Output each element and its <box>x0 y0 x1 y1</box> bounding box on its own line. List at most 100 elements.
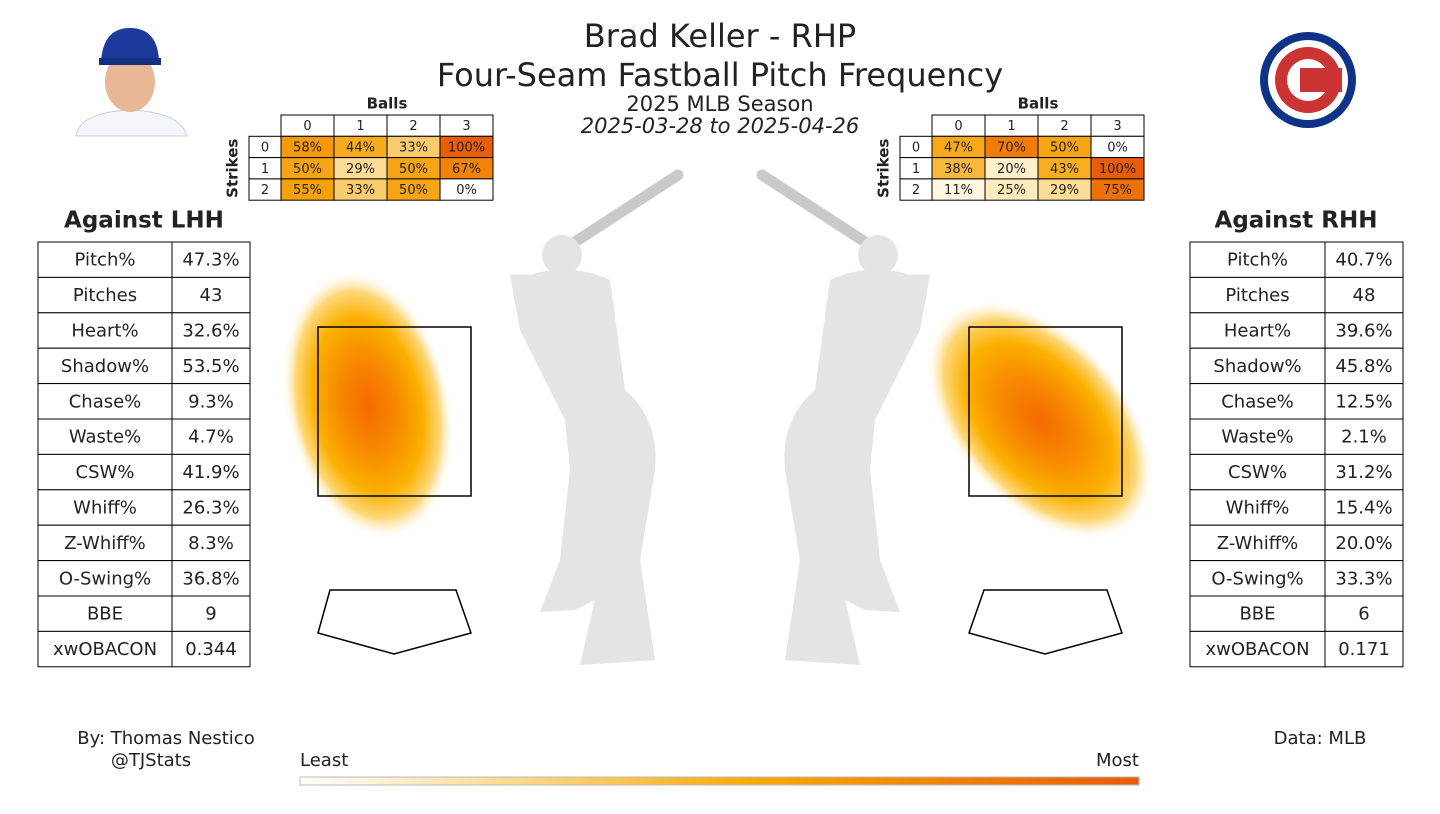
stat-cell <box>171 630 251 668</box>
stat-cell <box>1189 524 1326 562</box>
stat-value: 33.3% <box>1335 568 1392 589</box>
stat-value: 0.171 <box>1338 639 1390 660</box>
ball-count: 1 <box>1007 119 1015 134</box>
count-cell <box>439 178 494 201</box>
count-value: 0% <box>1107 140 1128 155</box>
stat-name: xwOBACON <box>1205 639 1309 660</box>
stat-cell <box>1324 276 1404 314</box>
strikes-label: Strikes <box>875 139 893 198</box>
stat-cell <box>1324 347 1404 385</box>
stat-cell <box>171 489 251 526</box>
stat-cell <box>37 630 173 668</box>
handle: @TJStats <box>111 750 191 771</box>
stat-value: 12.5% <box>1335 391 1392 412</box>
strike-count: 1 <box>261 162 269 177</box>
stat-value: 43 <box>200 285 223 306</box>
stat-value: 26.3% <box>182 498 239 519</box>
stat-cell <box>1189 241 1326 278</box>
stat-name: Waste% <box>1221 427 1293 448</box>
stat-name: Heart% <box>1224 321 1291 342</box>
headshot: ​ <box>75 28 188 137</box>
stat-value: 0.344 <box>185 639 237 660</box>
strike-count: 2 <box>261 183 269 198</box>
stat-cell <box>1324 453 1404 491</box>
stat-cell <box>1189 383 1326 420</box>
stat-name: Z-Whiff% <box>64 533 146 554</box>
stat-cell <box>1324 595 1404 632</box>
table-title: Against RHH <box>1215 208 1378 234</box>
subtitle: Four-Seam Fastball Pitch Frequency <box>437 56 1003 94</box>
author: By: Thomas Nestico <box>77 728 254 749</box>
stat-value: 53.5% <box>182 356 239 377</box>
stat-cell <box>171 312 251 349</box>
count-value: 38% <box>944 162 973 177</box>
stat-name: BBE <box>87 604 123 625</box>
stat-name: CSW% <box>1228 462 1287 483</box>
dates: 2025-03-28 to 2025-04-26 <box>581 114 860 138</box>
strikes-label: Strikes <box>224 139 242 198</box>
count-value: 75% <box>1103 183 1132 198</box>
stat-cell <box>1324 560 1404 597</box>
count-value: 55% <box>293 183 322 198</box>
count-value: 20% <box>997 162 1026 177</box>
stat-value: 40.7% <box>1335 250 1392 271</box>
stat-value: 41.9% <box>182 462 239 483</box>
stat-name: Z-Whiff% <box>1217 533 1299 554</box>
stat-cell <box>171 453 251 491</box>
stat-value: 31.2% <box>1335 462 1392 483</box>
stat-name: O-Swing% <box>1211 568 1303 589</box>
stat-cell <box>37 383 173 420</box>
batter-silhouette-left <box>510 169 684 665</box>
stat-cell <box>1189 489 1326 526</box>
stat-name: Pitches <box>1225 285 1289 306</box>
ball-count: 0 <box>954 119 962 134</box>
ball-count: 0 <box>303 119 311 134</box>
count-value: 33% <box>346 183 375 198</box>
count-value: 50% <box>399 183 428 198</box>
count-value: 67% <box>452 162 481 177</box>
scale-max: Most <box>1096 750 1139 771</box>
stat-cell <box>1324 383 1404 420</box>
source: Data: MLB <box>1274 728 1367 749</box>
stat-name: Whiff% <box>73 498 137 519</box>
stat-value: 15.4% <box>1335 498 1392 519</box>
stat-value: 20.0% <box>1335 533 1392 554</box>
stat-cell <box>37 489 173 526</box>
stat-cell <box>1324 418 1404 455</box>
stat-cell <box>171 524 251 562</box>
stat-cell <box>1189 347 1326 385</box>
strike-count: 1 <box>912 162 920 177</box>
stat-cell <box>1324 312 1404 349</box>
count-value: 50% <box>1050 140 1079 155</box>
count-value: 43% <box>1050 162 1079 177</box>
stat-cell <box>171 418 251 455</box>
count-value: 70% <box>997 140 1026 155</box>
stat-name: Pitches <box>73 285 137 306</box>
stat-value: 39.6% <box>1335 321 1392 342</box>
count-value: 100% <box>448 140 485 155</box>
stat-value: 45.8% <box>1335 356 1392 377</box>
count-value: 47% <box>944 140 973 155</box>
count-value: 0% <box>456 183 477 198</box>
stat-name: Chase% <box>1221 391 1294 412</box>
count-value: 100% <box>1099 162 1136 177</box>
stat-value: 47.3% <box>182 250 239 271</box>
stat-cell <box>37 312 173 349</box>
strike-count: 2 <box>912 183 920 198</box>
stat-value: 8.3% <box>188 533 234 554</box>
stat-cell <box>1324 524 1404 562</box>
ball-count: 1 <box>356 119 364 134</box>
stat-name: xwOBACON <box>53 639 157 660</box>
stat-cell <box>1189 560 1326 597</box>
stat-name: Pitch% <box>1227 250 1288 271</box>
stat-value: 32.6% <box>182 321 239 342</box>
stat-name: Pitch% <box>75 250 136 271</box>
stat-value: 9 <box>205 604 216 625</box>
stat-cell <box>171 595 251 632</box>
scale-min: Least <box>300 750 348 771</box>
heatmap-right <box>927 301 1153 539</box>
stat-cell <box>37 595 173 632</box>
team-logo <box>1260 32 1356 128</box>
stat-name: CSW% <box>76 462 135 483</box>
stat-cell <box>171 347 251 385</box>
